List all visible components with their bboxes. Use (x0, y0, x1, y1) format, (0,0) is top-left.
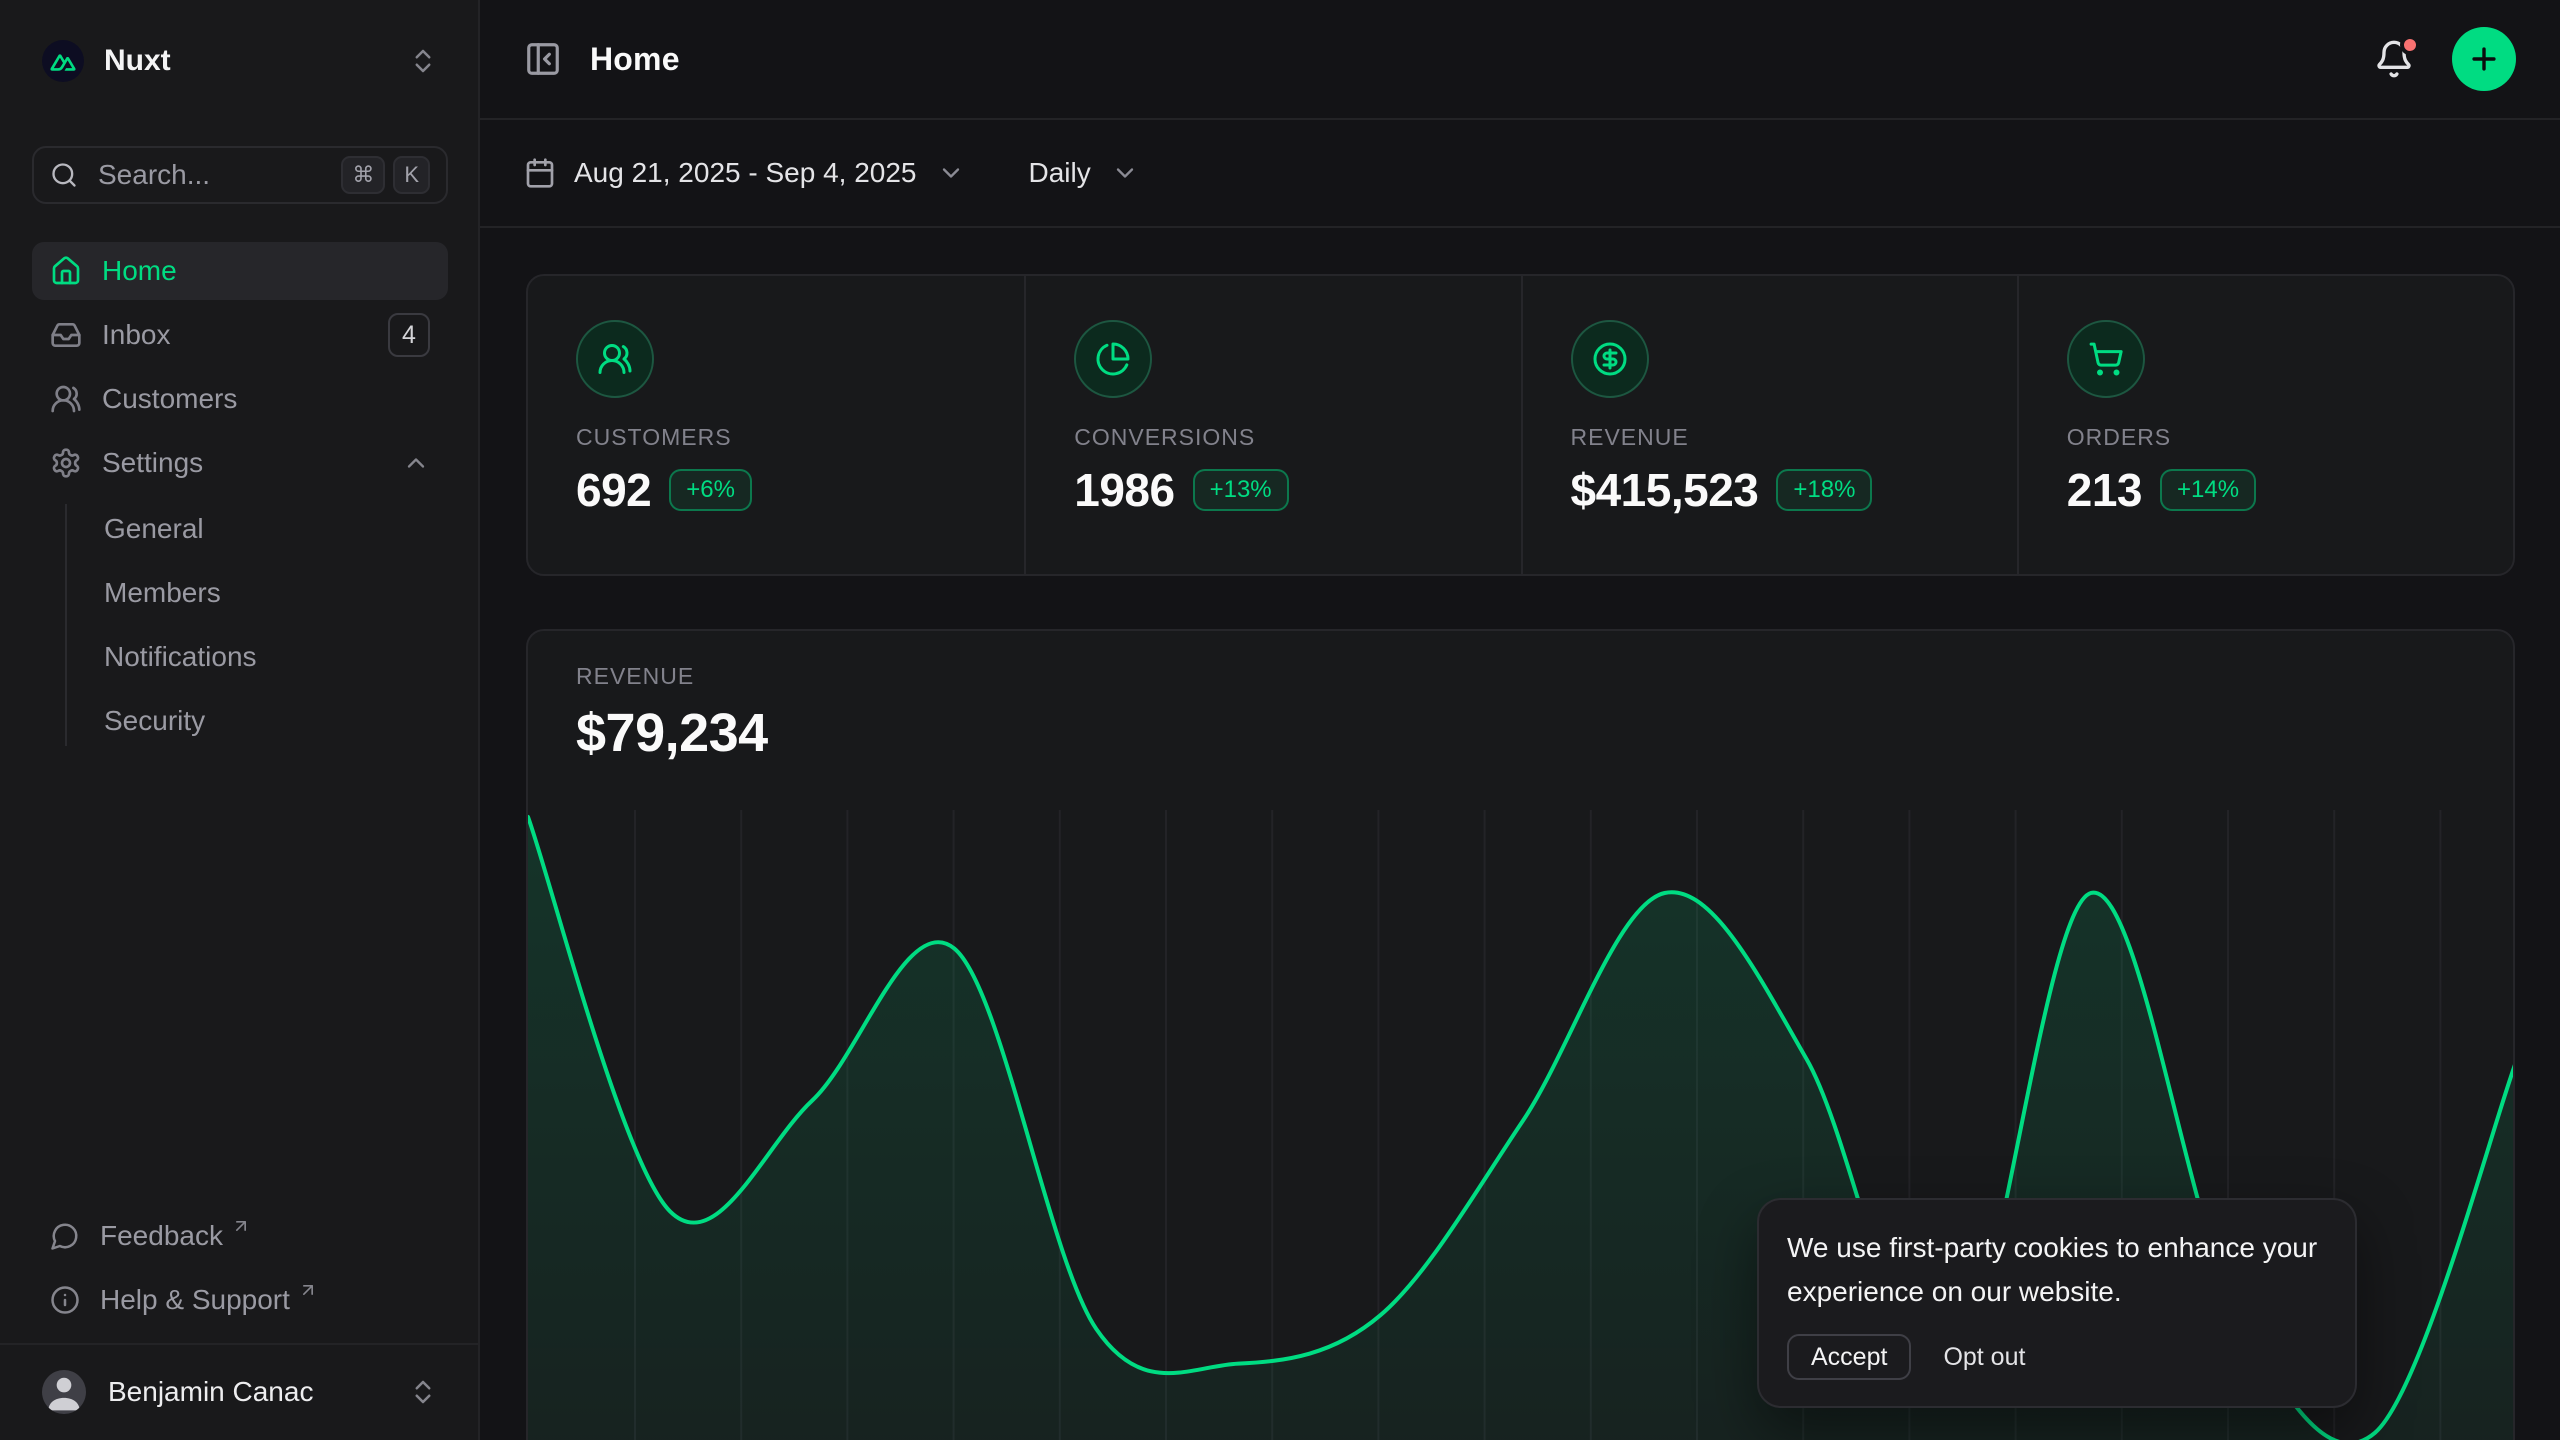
revenue-panel-label: REVENUE (576, 663, 695, 689)
kbd-cmd: ⌘ (341, 156, 386, 194)
revenue-chart-card: REVENUE $79,234 (526, 629, 2515, 1440)
sidebar-footer-divider (0, 1343, 478, 1345)
stat-delta-badge: +14% (2160, 469, 2257, 511)
search-bar[interactable]: ⌘ K (32, 146, 448, 204)
collapse-sidebar-icon[interactable] (524, 40, 562, 78)
chevron-up-icon (402, 449, 430, 477)
gear-icon (50, 447, 82, 479)
inbox-unread-badge: 4 (388, 313, 430, 357)
users-icon (576, 320, 654, 398)
sidebar-item-general[interactable]: General (32, 500, 448, 558)
notification-dot (2400, 35, 2420, 55)
workspace-switcher[interactable]: Nuxt (32, 30, 448, 92)
add-button[interactable] (2452, 27, 2516, 91)
sidebar: Nuxt ⌘ K Home (0, 0, 480, 1440)
stat-label: CONVERSIONS (1074, 424, 1256, 450)
stat-delta-badge: +13% (1192, 469, 1289, 511)
sub-item-label: General (104, 513, 204, 544)
stat-label: REVENUE (1570, 424, 1689, 450)
sidebar-item-home[interactable]: Home (32, 242, 448, 300)
calendar-icon (524, 157, 556, 189)
chevrons-up-down-icon (408, 46, 438, 76)
shopping-cart-icon (2066, 320, 2145, 398)
sidebar-item-inbox[interactable]: Inbox 4 (32, 306, 448, 364)
stat-label: ORDERS (2066, 424, 2172, 450)
sub-item-label: Members (104, 577, 221, 608)
sidebar-item-label: Inbox (102, 319, 171, 350)
cookie-message: We use first-party cookies to enhance yo… (1787, 1232, 2318, 1307)
sidebar-nav: Home Inbox 4 Customers Settings (32, 242, 448, 498)
stat-card-revenue[interactable]: REVENUE $415,523 +18% (1520, 276, 2017, 574)
sub-item-label: Notifications (104, 641, 257, 672)
sidebar-item-security[interactable]: Security (32, 692, 448, 750)
user-menu[interactable]: Benjamin Canac (32, 1360, 448, 1424)
stat-delta-badge: +6% (669, 469, 752, 511)
settings-subnav: General Members Notifications Security (32, 500, 448, 756)
chevron-down-icon (937, 159, 965, 187)
stat-card-conversions[interactable]: CONVERSIONS 1986 +13% (1024, 276, 1520, 574)
sub-item-label: Security (104, 705, 206, 736)
side-link-label: Feedback (100, 1220, 223, 1251)
stats-cards: CUSTOMERS 692 +6% CONVERSIONS 1986 +13% … (526, 274, 2515, 576)
pie-chart-icon (1074, 320, 1153, 398)
notifications-button[interactable] (2374, 35, 2420, 79)
sidebar-item-label: Customers (102, 383, 238, 414)
chevrons-up-down-icon (408, 1377, 438, 1407)
dollar-circle-icon (1570, 320, 1649, 398)
stat-delta-badge: +18% (1776, 469, 1873, 511)
avatar (42, 1370, 86, 1414)
users-icon (50, 383, 82, 415)
sidebar-item-members[interactable]: Members (32, 564, 448, 622)
arrow-up-right-icon (231, 1216, 251, 1236)
stat-value: 213 (2066, 464, 2143, 516)
side-link-label: Help & Support (100, 1284, 290, 1315)
sidebar-item-label: Settings (102, 447, 204, 478)
filters-toolbar: Aug 21, 2025 - Sep 4, 2025 Daily (480, 120, 2560, 228)
search-shortcut: ⌘ K (341, 156, 430, 194)
date-range-picker[interactable]: Aug 21, 2025 - Sep 4, 2025 (524, 157, 965, 189)
message-circle-icon (50, 1221, 80, 1251)
stat-card-orders[interactable]: ORDERS 213 +14% (2016, 276, 2513, 574)
page-header: Home (480, 0, 2560, 120)
nuxt-logo-icon (42, 40, 84, 82)
arrow-up-right-icon (298, 1280, 318, 1300)
accept-button[interactable]: Accept (1787, 1334, 1912, 1380)
chevron-down-icon (1111, 159, 1139, 187)
search-icon (50, 161, 78, 189)
search-input[interactable] (96, 158, 300, 192)
granularity-value: Daily (1028, 157, 1091, 188)
house-icon (50, 255, 82, 287)
user-name: Benjamin Canac (108, 1376, 314, 1407)
revenue-panel-value: $79,234 (576, 703, 768, 763)
stat-value: $415,523 (1570, 464, 1759, 516)
granularity-select[interactable]: Daily (1029, 157, 1139, 189)
subnav-guide-line (65, 504, 67, 746)
sidebar-item-notifications[interactable]: Notifications (32, 628, 448, 686)
stat-value: 1986 (1074, 464, 1175, 516)
inbox-icon (50, 319, 82, 351)
opt-out-button[interactable]: Opt out (1943, 1342, 2026, 1371)
help-support-link[interactable]: Help & Support (32, 1271, 448, 1329)
sidebar-item-settings[interactable]: Settings (32, 434, 448, 492)
cookie-banner: We use first-party cookies to enhance yo… (1757, 1198, 2357, 1408)
date-range-value: Aug 21, 2025 - Sep 4, 2025 (574, 157, 917, 188)
page-title: Home (590, 40, 680, 77)
sidebar-item-customers[interactable]: Customers (32, 370, 448, 428)
sidebar-item-label: Home (102, 255, 177, 286)
info-icon (50, 1285, 80, 1315)
stat-value: 692 (576, 464, 652, 516)
stat-card-customers[interactable]: CUSTOMERS 692 +6% (528, 276, 1024, 574)
stat-label: CUSTOMERS (576, 424, 732, 450)
feedback-link[interactable]: Feedback (32, 1207, 448, 1265)
kbd-k: K (393, 156, 430, 194)
workspace-name: Nuxt (104, 44, 171, 77)
